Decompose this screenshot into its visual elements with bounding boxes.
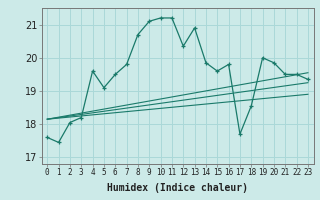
X-axis label: Humidex (Indice chaleur): Humidex (Indice chaleur) xyxy=(107,183,248,193)
